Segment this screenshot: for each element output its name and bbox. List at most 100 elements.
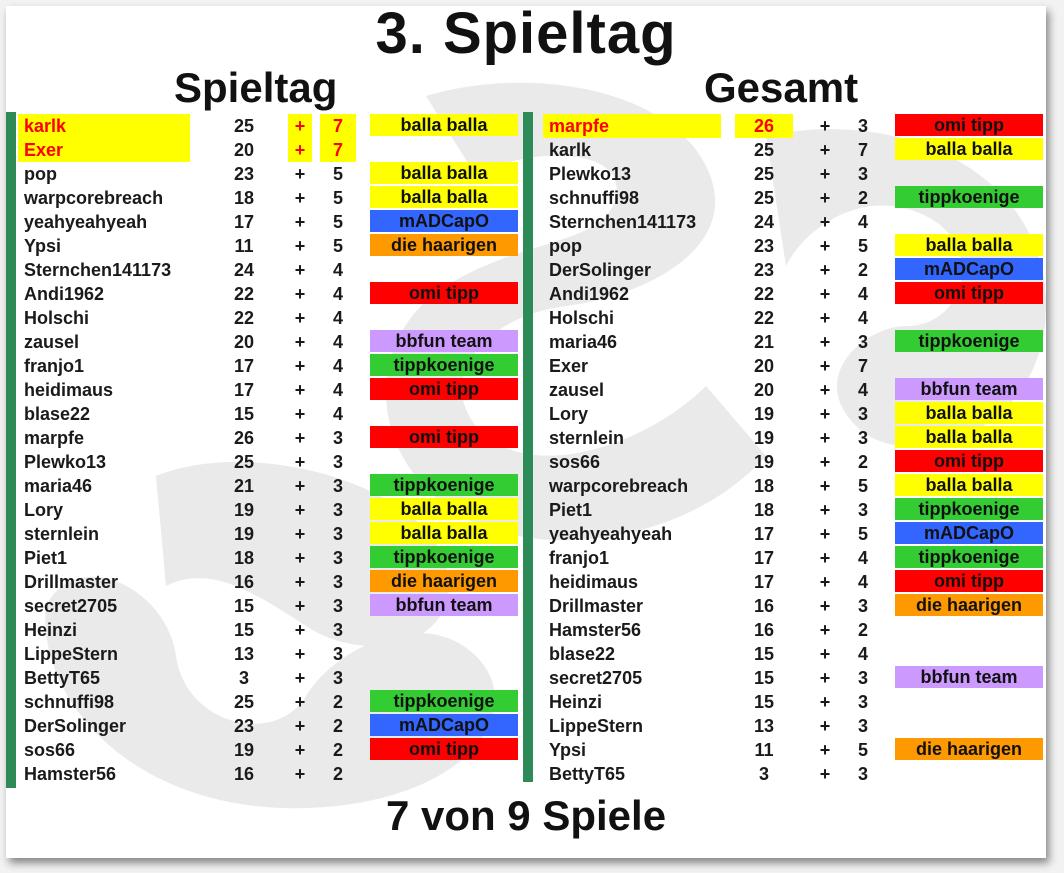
matchday-points: 4 — [857, 572, 868, 592]
player-name: yeahyeahyeah — [24, 212, 148, 232]
team-badge: die haarigen — [895, 594, 1043, 616]
plus-sign: + — [294, 572, 306, 592]
matchday-points: 3 — [332, 548, 343, 568]
plus-sign: + — [294, 188, 306, 208]
player-name: LippeStern — [549, 716, 644, 736]
plus-sign: + — [819, 332, 831, 352]
player-points: 22 — [753, 284, 775, 304]
matchday-points: 3 — [332, 620, 343, 640]
player-points: 23 — [753, 260, 775, 280]
team-badge: omi tipp — [895, 570, 1043, 592]
team-badge: die haarigen — [370, 234, 518, 256]
player-points: 26 — [233, 428, 255, 448]
player-points: 24 — [753, 212, 775, 232]
plus-sign: + — [819, 668, 831, 688]
player-name: Hamster56 — [549, 620, 642, 640]
matchday-points: 3 — [857, 164, 868, 184]
player-name: Plewko13 — [24, 452, 107, 472]
player-points: 13 — [233, 644, 255, 664]
player-points: 17 — [233, 356, 255, 376]
plus-sign: + — [294, 236, 306, 256]
team-badge: balla balla — [370, 162, 518, 184]
player-points: 18 — [753, 500, 775, 520]
player-points: 16 — [233, 764, 255, 784]
matchday-points: 4 — [332, 308, 343, 328]
plus-sign: + — [819, 140, 831, 160]
player-name: Exer — [549, 356, 589, 376]
plus-sign: + — [294, 524, 306, 544]
player-name: zausel — [24, 332, 80, 352]
team-badge: die haarigen — [895, 738, 1043, 760]
page-title: 3. Spieltag — [375, 6, 677, 66]
plus-sign: + — [294, 596, 306, 616]
plus-sign: + — [294, 500, 306, 520]
plus-sign: + — [819, 524, 831, 544]
player-points: 16 — [233, 572, 255, 592]
player-points: 3 — [758, 764, 769, 784]
matchday-points: 3 — [332, 500, 343, 520]
plus-sign: + — [294, 476, 306, 496]
player-points: 25 — [233, 452, 255, 472]
player-points: 23 — [753, 236, 775, 256]
plus-sign: + — [819, 428, 831, 448]
team-badge: bbfun team — [895, 666, 1043, 688]
matchday-points: 4 — [332, 260, 343, 280]
plus-sign: + — [819, 692, 831, 712]
player-name: Drillmaster — [24, 572, 119, 592]
matchday-points: 2 — [332, 740, 343, 760]
player-points: 11 — [234, 236, 254, 256]
plus-sign: + — [819, 500, 831, 520]
player-name: Sternchen141173 — [549, 212, 697, 232]
player-points: 22 — [233, 284, 255, 304]
plus-sign: + — [819, 572, 831, 592]
player-points: 22 — [233, 308, 255, 328]
player-points: 23 — [233, 716, 255, 736]
matchday-points: 5 — [857, 476, 868, 496]
team-badge: omi tipp — [370, 738, 518, 760]
team-badge: balla balla — [370, 522, 518, 544]
matchday-points: 4 — [857, 548, 868, 568]
plus-sign: + — [294, 404, 306, 424]
player-points: 19 — [233, 500, 255, 520]
matchday-points: 3 — [857, 428, 868, 448]
player-points: 19 — [753, 428, 775, 448]
footer-games-played: 7 von 9 Spiele — [385, 792, 667, 839]
plus-sign: + — [819, 452, 831, 472]
player-name: blase22 — [24, 404, 91, 424]
team-badge: mADCapO — [895, 258, 1043, 280]
team-badge: balla balla — [895, 426, 1043, 448]
player-name: warpcorebreach — [24, 188, 164, 208]
team-badge: bbfun team — [370, 330, 518, 352]
team-badge: omi tipp — [370, 426, 518, 448]
plus-sign: + — [294, 332, 306, 352]
player-name: Andi1962 — [24, 284, 105, 304]
plus-sign: + — [288, 138, 312, 162]
matchday-points: 4 — [332, 356, 343, 376]
player-name: Holschi — [24, 308, 90, 328]
matchday-points: 2 — [857, 188, 868, 208]
matchday-points: 3 — [332, 476, 343, 496]
plus-sign: + — [819, 188, 831, 208]
team-badge: balla balla — [895, 402, 1043, 424]
player-name: schnuffi98 — [24, 692, 115, 712]
player-name: franjo1 — [24, 356, 85, 376]
player-name: Piet1 — [24, 548, 68, 568]
team-badge: balla balla — [370, 186, 518, 208]
team-badge: tippkoenige — [895, 186, 1043, 208]
plus-sign: + — [294, 308, 306, 328]
matchday-points: 3 — [857, 764, 868, 784]
player-points: 19 — [233, 524, 255, 544]
player-name: Lory — [549, 404, 589, 424]
matchday-points: 4 — [332, 404, 343, 424]
plus-sign: + — [294, 740, 306, 760]
matchday-points: 3 — [857, 668, 868, 688]
plus-sign: + — [819, 212, 831, 232]
player-points: 15 — [753, 668, 775, 688]
plus-sign: + — [819, 404, 831, 424]
player-name: maria46 — [24, 476, 93, 496]
player-points: 20 — [233, 332, 255, 352]
player-points: 13 — [753, 716, 775, 736]
player-name: sternlein — [24, 524, 100, 544]
plus-sign: + — [819, 620, 831, 640]
player-points: 18 — [233, 548, 255, 568]
